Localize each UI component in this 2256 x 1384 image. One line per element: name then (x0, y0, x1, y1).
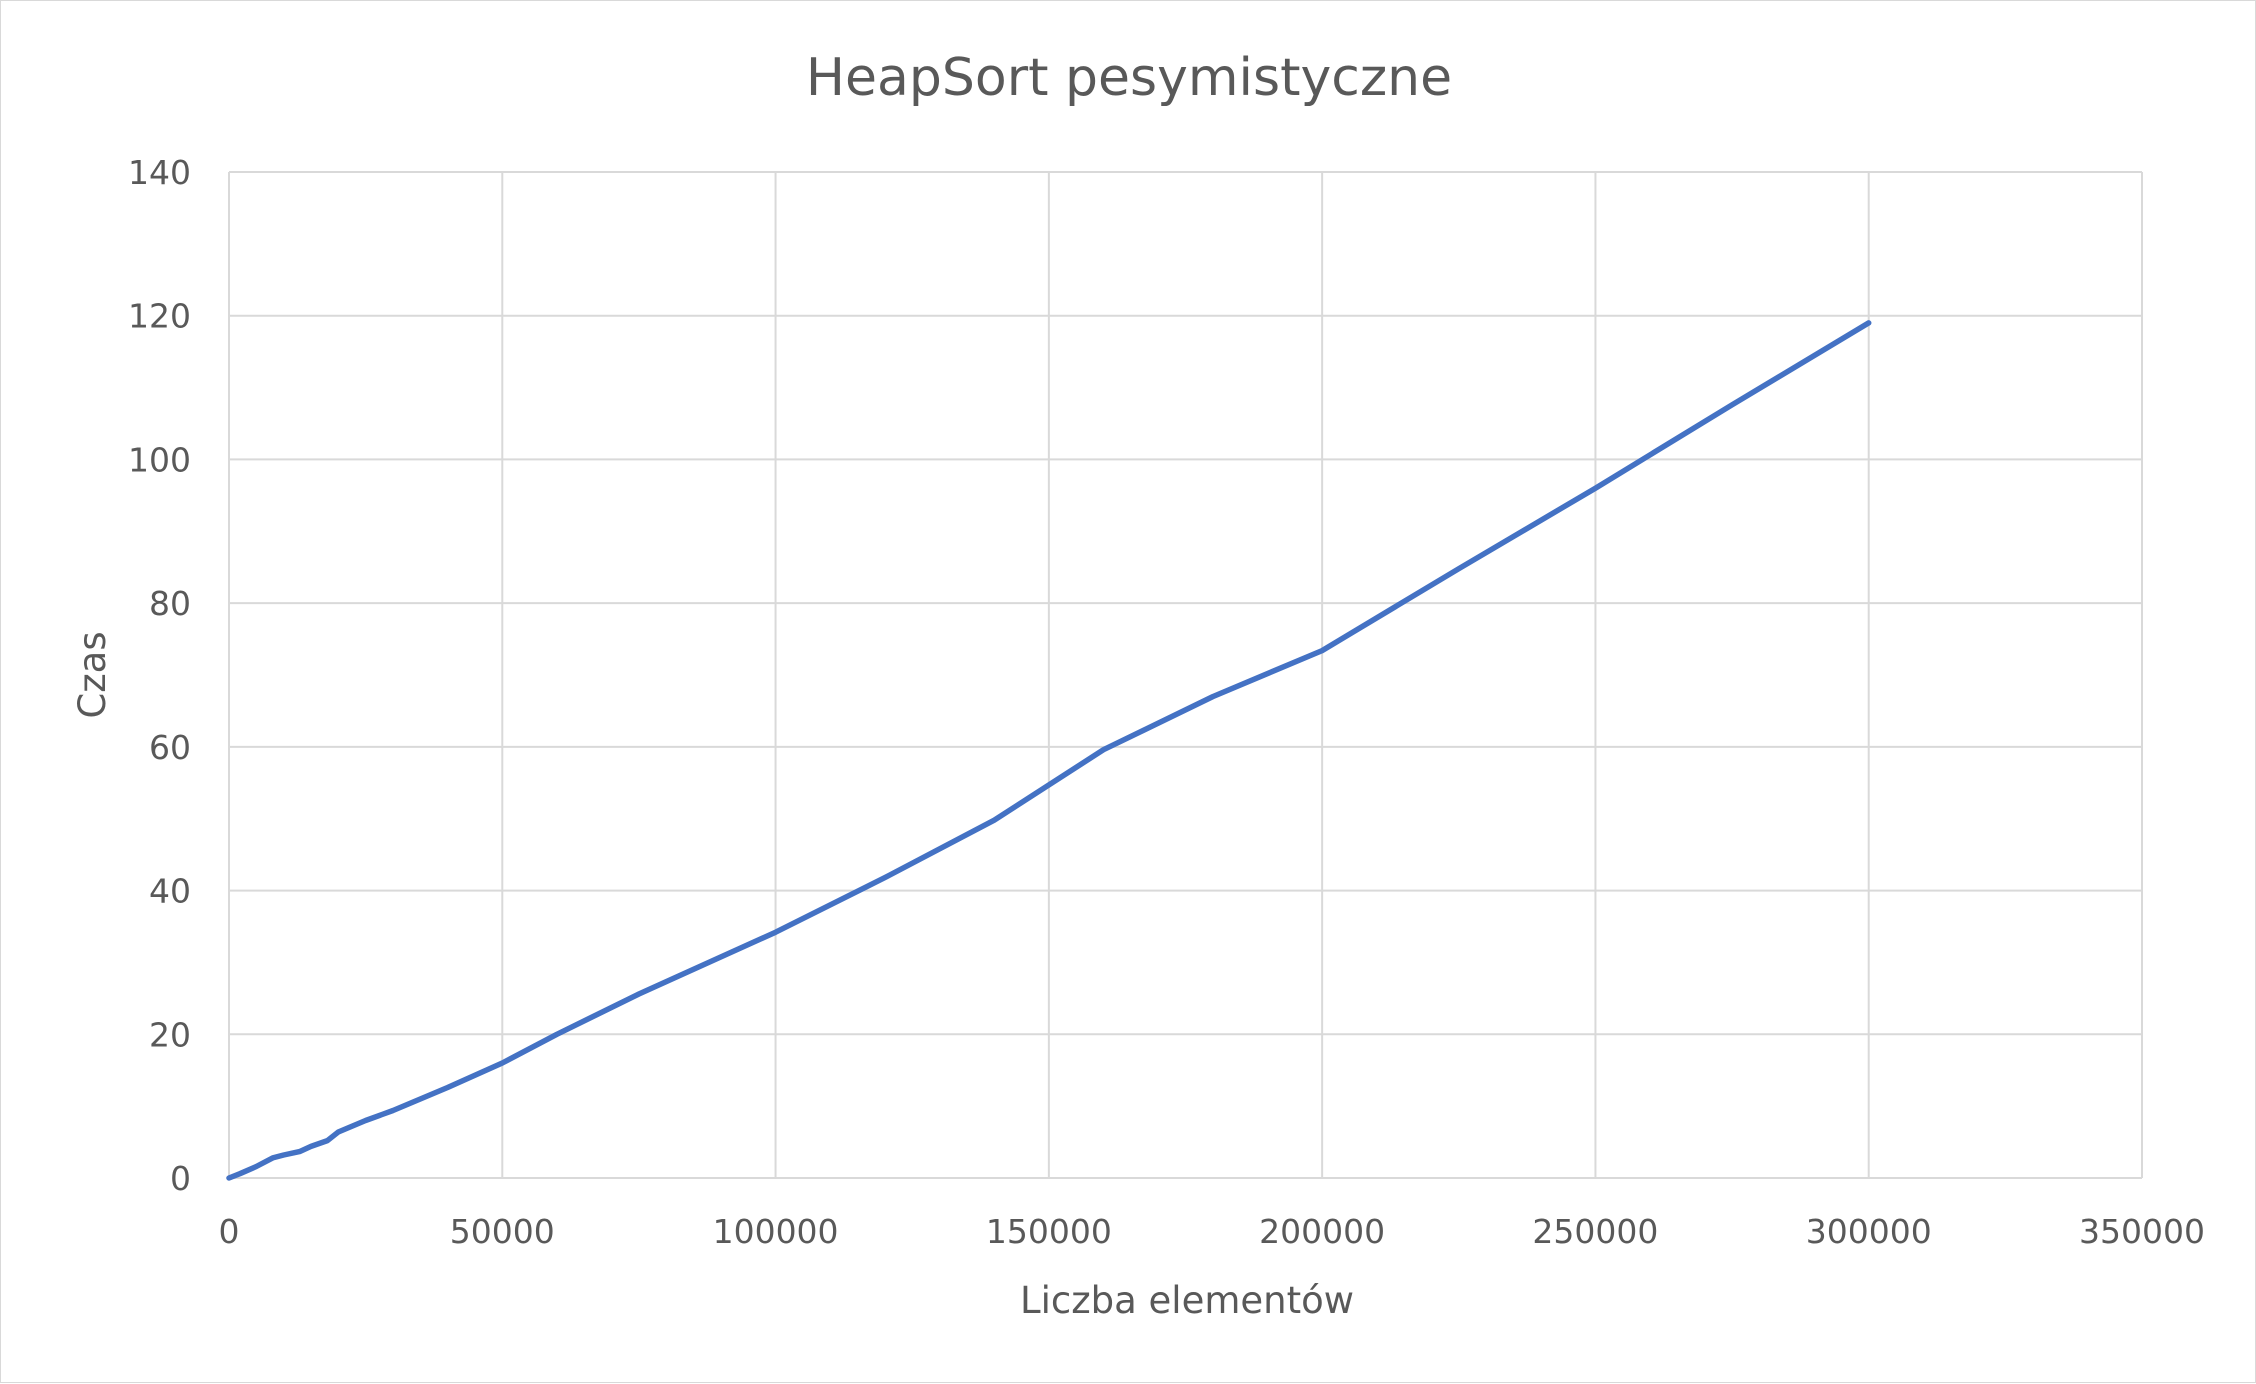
y-tick-labels: 0 20 40 60 80 100 120 140 (128, 153, 191, 1198)
chart-title: HeapSort pesymistyczne (806, 48, 1452, 108)
y-tick-label: 0 (170, 1159, 191, 1198)
series-layer (226, 320, 1872, 1181)
y-tick-label: 120 (128, 297, 191, 336)
x-axis-label: Liczba elementów (1020, 1279, 1354, 1322)
y-tick-label: 100 (128, 440, 191, 479)
x-tick-label: 150000 (986, 1212, 1112, 1251)
y-axis-label: Czas (71, 631, 114, 718)
gridlines (228, 171, 2143, 1179)
y-tick-label: 20 (149, 1015, 191, 1054)
series-line (226, 320, 1872, 1181)
x-tick-label: 300000 (1806, 1212, 1932, 1251)
x-tick-label: 350000 (2079, 1212, 2205, 1251)
x-tick-label: 200000 (1259, 1212, 1385, 1251)
x-tick-labels: 0 50000 100000 150000 200000 250000 300000 3500… (219, 1212, 2205, 1251)
y-tick-label: 60 (149, 728, 191, 767)
x-tick-label: 250000 (1532, 1212, 1658, 1251)
y-tick-label: 40 (149, 872, 191, 911)
x-tick-label: 0 (219, 1212, 240, 1251)
y-tick-label: 80 (149, 584, 191, 623)
x-tick-label: 100000 (713, 1212, 839, 1251)
x-tick-label: 50000 (450, 1212, 555, 1251)
y-tick-label: 140 (128, 153, 191, 192)
